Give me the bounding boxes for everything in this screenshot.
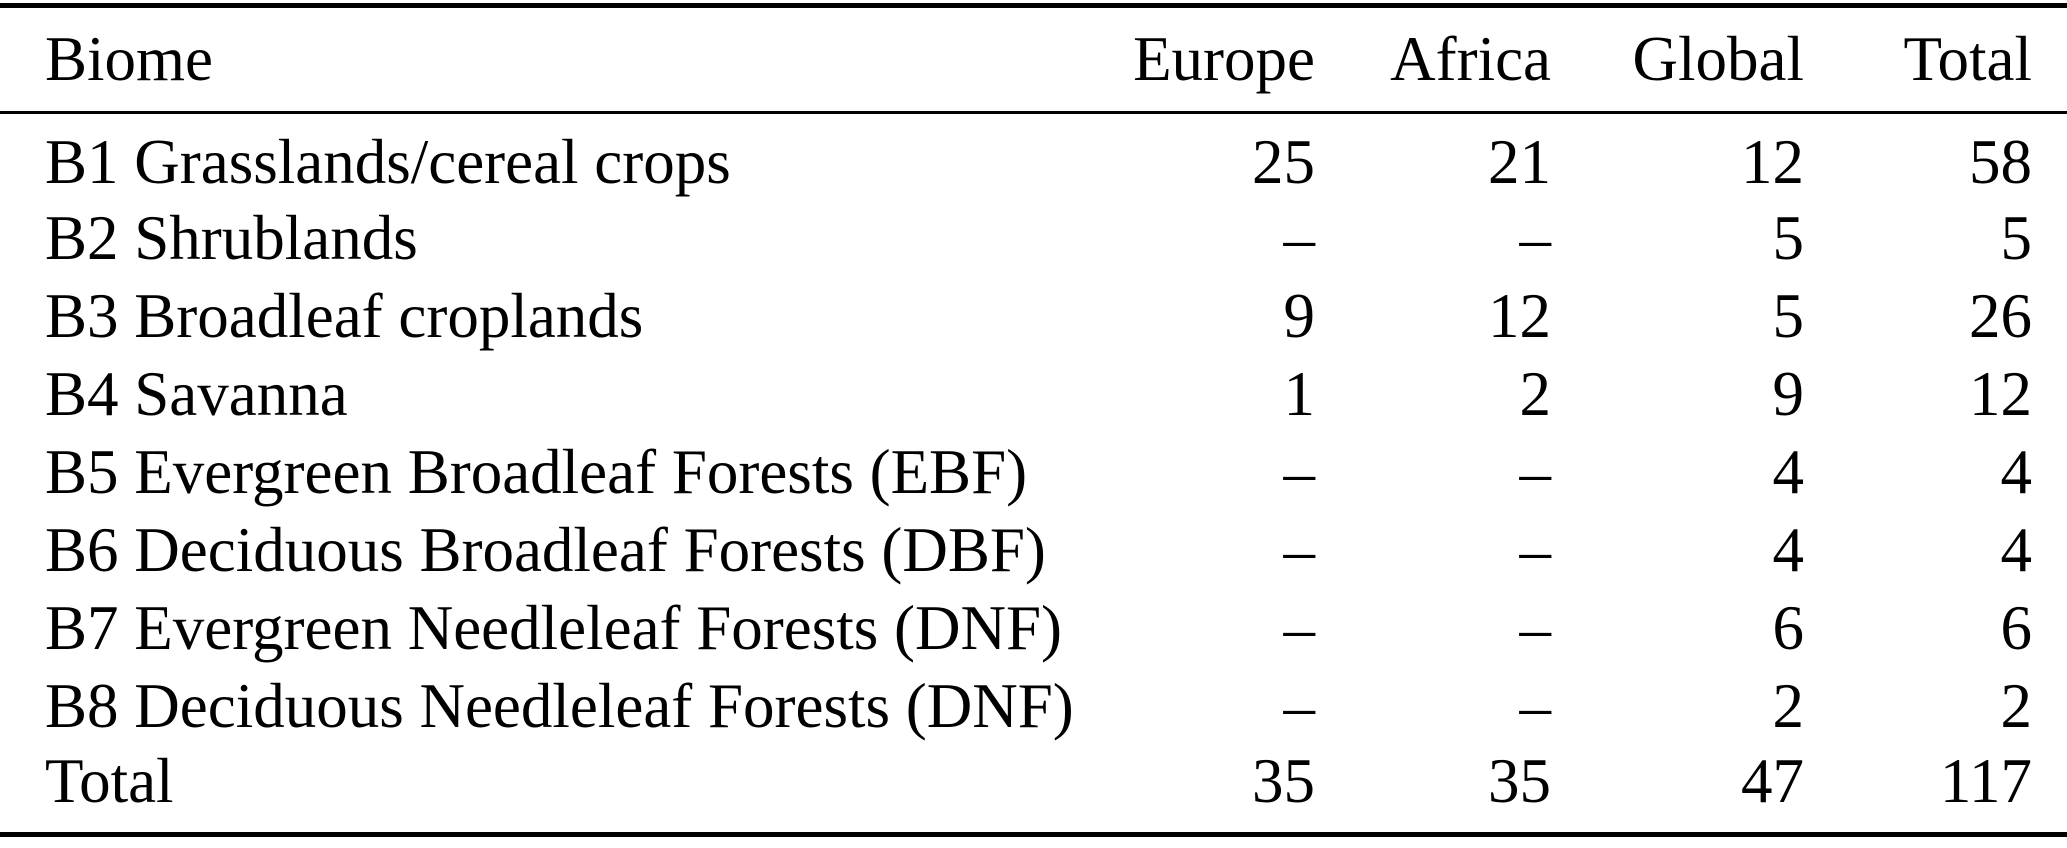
table-row-b8: B8 Deciduous Needleleaf Forests (DNF) – … <box>0 667 2067 745</box>
value-cell-europe: – <box>1283 202 1316 273</box>
biome-cell: B7 Evergreen Needleleaf Forests (DNF) <box>45 592 1063 663</box>
table-header: Biome Europe Africa Global Total <box>0 5 2067 114</box>
value-cell-global: 9 <box>1772 358 1805 429</box>
value-cell-global: 2 <box>1772 670 1805 741</box>
table-row-b6: B6 Deciduous Broadleaf Forests (DBF) – –… <box>0 511 2067 589</box>
table-row-b4: B4 Savanna 1 2 9 12 <box>0 355 2067 433</box>
biome-cell: B4 Savanna <box>45 358 348 429</box>
total-value-cell-total: 117 <box>1939 746 2032 816</box>
total-value-cell-africa: 35 <box>1488 746 1551 816</box>
column-header-europe: Europe <box>1110 5 1350 114</box>
total-value-cell-europe: 35 <box>1252 746 1315 816</box>
biome-cell: B1 Grasslands/cereal crops <box>45 127 731 197</box>
table-body: B1 Grasslands/cereal crops 25 21 12 58 B… <box>0 113 2067 835</box>
total-value-cell-global: 47 <box>1741 746 1804 816</box>
table-row-b3: B3 Broadleaf croplands 9 12 5 26 <box>0 277 2067 355</box>
value-cell-total: 4 <box>2000 514 2033 585</box>
column-header-africa: Africa <box>1350 5 1586 114</box>
value-cell-global: 5 <box>1772 202 1805 273</box>
value-cell-total: 58 <box>1969 127 2032 197</box>
biome-summary-table-container: Biome Europe Africa Global Total B1 Gras… <box>0 3 2067 837</box>
value-cell-africa: – <box>1519 514 1552 585</box>
value-cell-global: 4 <box>1772 514 1805 585</box>
value-cell-europe: 9 <box>1283 280 1316 351</box>
value-cell-africa: – <box>1519 670 1552 741</box>
table-row-b7: B7 Evergreen Needleleaf Forests (DNF) – … <box>0 589 2067 667</box>
value-cell-total: 26 <box>1969 280 2032 351</box>
column-header-global: Global <box>1586 5 1839 114</box>
value-cell-global: 12 <box>1741 127 1804 197</box>
table-row-total: Total 35 35 47 117 <box>0 745 2067 835</box>
value-cell-africa: – <box>1519 592 1552 663</box>
value-cell-africa: 21 <box>1488 127 1551 197</box>
biome-cell: B5 Evergreen Broadleaf Forests (EBF) <box>45 436 1028 507</box>
value-cell-europe: – <box>1283 436 1316 507</box>
value-cell-europe: – <box>1283 670 1316 741</box>
column-header-total: Total <box>1839 5 2067 114</box>
table-row-b5: B5 Evergreen Broadleaf Forests (EBF) – –… <box>0 433 2067 511</box>
value-cell-europe: – <box>1283 592 1316 663</box>
value-cell-africa: – <box>1519 436 1552 507</box>
value-cell-europe: – <box>1283 514 1316 585</box>
value-cell-africa: 2 <box>1519 358 1552 429</box>
value-cell-total: 5 <box>2000 202 2033 273</box>
biome-cell: B8 Deciduous Needleleaf Forests (DNF) <box>45 670 1074 741</box>
value-cell-total: 2 <box>2000 670 2033 741</box>
value-cell-global: 4 <box>1772 436 1805 507</box>
header-row: Biome Europe Africa Global Total <box>0 5 2067 114</box>
total-label-cell: Total <box>45 746 174 816</box>
value-cell-africa: 12 <box>1488 280 1551 351</box>
value-cell-total: 12 <box>1969 358 2032 429</box>
value-cell-total: 4 <box>2000 436 2033 507</box>
value-cell-africa: – <box>1519 202 1552 273</box>
biome-cell: B3 Broadleaf croplands <box>45 280 644 351</box>
biome-summary-table: Biome Europe Africa Global Total B1 Gras… <box>0 3 2067 837</box>
value-cell-global: 5 <box>1772 280 1805 351</box>
value-cell-europe: 25 <box>1252 127 1315 197</box>
biome-cell: B2 Shrublands <box>45 202 418 273</box>
table-row-b1: B1 Grasslands/cereal crops 25 21 12 58 <box>0 113 2067 200</box>
biome-cell: B6 Deciduous Broadleaf Forests (DBF) <box>45 514 1046 585</box>
value-cell-global: 6 <box>1772 592 1805 663</box>
value-cell-europe: 1 <box>1283 358 1316 429</box>
column-header-biome: Biome <box>0 5 1110 114</box>
table-row-b2: B2 Shrublands – – 5 5 <box>0 199 2067 277</box>
value-cell-total: 6 <box>2000 592 2033 663</box>
